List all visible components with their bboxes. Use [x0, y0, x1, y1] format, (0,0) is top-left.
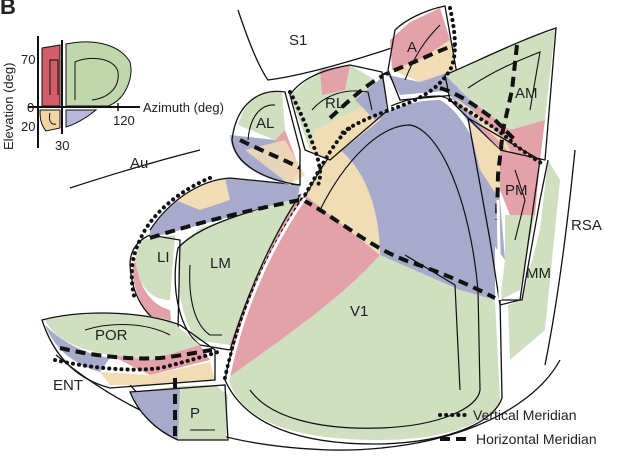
li-green	[135, 235, 175, 300]
area-a	[387, 5, 459, 101]
label-lm: LM	[210, 255, 231, 272]
key-tick-elev-top: 70	[21, 52, 35, 67]
key-tick-az-right: 120	[113, 113, 135, 128]
key-blue-quadrant	[65, 109, 98, 128]
label-p: P	[190, 405, 200, 422]
au-border	[69, 149, 201, 189]
label-rl: RL	[325, 95, 344, 112]
lm-outline	[174, 193, 302, 351]
legend: Vertical Meridian Horizontal Meridian	[438, 407, 597, 447]
visual-field-key: Elevation (deg) Azimuth (deg) 70 0 20 30…	[1, 36, 224, 153]
area-lm	[174, 193, 305, 351]
label-rsa: RSA	[571, 217, 602, 234]
label-ent: ENT	[53, 377, 83, 394]
v1-beige-region	[305, 150, 380, 255]
area-lateral-blue	[149, 177, 301, 238]
key-green-quadrant	[65, 41, 132, 107]
s1-border	[237, 9, 421, 81]
label-v1: V1	[350, 303, 368, 320]
ent-border	[55, 354, 141, 411]
label-al: AL	[256, 115, 274, 132]
key-tick-az-left: 30	[55, 138, 69, 153]
white-boundaries	[226, 74, 502, 381]
label-li: LI	[157, 249, 170, 266]
v1-blue-region	[340, 100, 495, 300]
rsa-border	[544, 149, 576, 366]
key-red-quadrant	[41, 44, 61, 107]
key-x-axis-label: Azimuth (deg)	[143, 100, 224, 115]
key-y-axis-label: Elevation (deg)	[1, 63, 16, 150]
horizontal-meridians	[59, 43, 519, 440]
v1-red-region	[228, 195, 380, 378]
lm-red	[230, 195, 305, 350]
area-al	[230, 90, 305, 186]
label-mm: MM	[526, 265, 551, 282]
area-por	[41, 312, 216, 389]
label-am: AM	[515, 85, 538, 102]
area-mm	[500, 159, 560, 360]
label-pm: PM	[505, 182, 528, 199]
key-tick-elev-bottom: 20	[21, 119, 35, 134]
legend-vertical-label: Vertical Meridian	[473, 407, 577, 423]
v1-green-region	[228, 255, 500, 440]
label-s1: S1	[289, 32, 307, 49]
label-a: A	[407, 39, 417, 56]
area-labels: S1 A RL AL AM PM Au LI LM V1 RSA MM POR …	[53, 32, 602, 422]
area-v1	[224, 95, 503, 445]
label-por: POR	[95, 327, 128, 344]
key-tick-zero: 0	[27, 100, 34, 115]
legend-horizontal-label: Horizontal Meridian	[476, 431, 597, 447]
area-p	[129, 384, 229, 441]
panel-letter: B	[0, 0, 16, 19]
li-red	[132, 260, 172, 330]
lm-green	[178, 195, 300, 345]
label-au: Au	[130, 155, 148, 172]
